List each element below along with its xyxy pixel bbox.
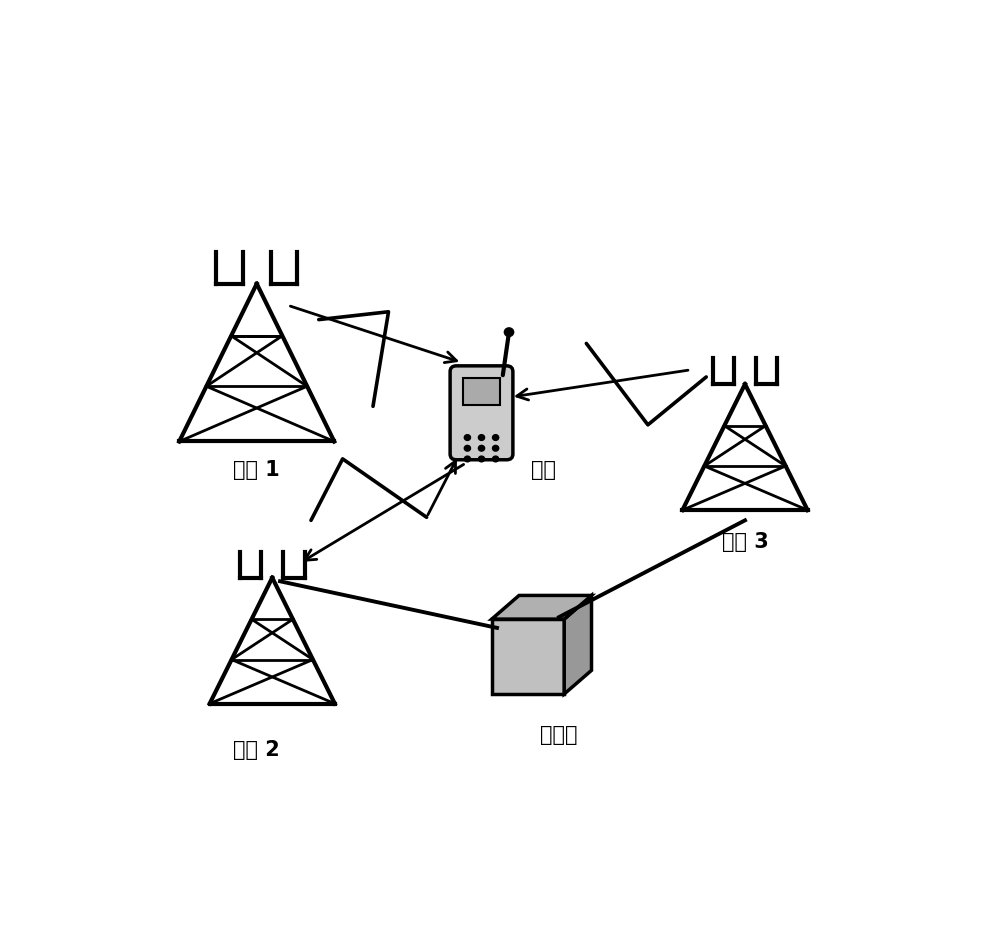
Circle shape <box>478 445 485 452</box>
Polygon shape <box>492 619 564 694</box>
Circle shape <box>464 435 470 440</box>
Text: 基局 2: 基局 2 <box>233 740 280 760</box>
Circle shape <box>504 328 514 336</box>
Text: 服务器: 服务器 <box>540 725 578 746</box>
Circle shape <box>478 456 485 462</box>
Circle shape <box>464 456 470 462</box>
Circle shape <box>493 456 499 462</box>
Text: 基局 1: 基局 1 <box>233 460 280 480</box>
Circle shape <box>493 435 499 440</box>
Polygon shape <box>564 596 592 694</box>
FancyBboxPatch shape <box>450 366 513 460</box>
Text: 用户: 用户 <box>531 460 556 480</box>
Polygon shape <box>492 596 592 619</box>
Circle shape <box>493 445 499 452</box>
Circle shape <box>478 435 485 440</box>
Text: 基局 3: 基局 3 <box>722 532 768 552</box>
Circle shape <box>464 445 470 452</box>
Bar <box>463 378 500 405</box>
